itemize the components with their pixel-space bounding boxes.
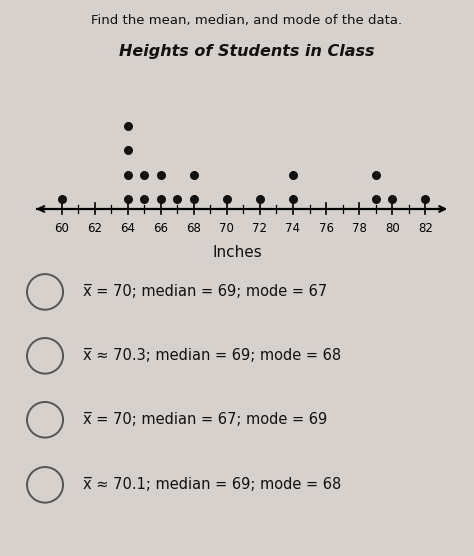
Text: 66: 66 xyxy=(153,222,168,235)
Text: 68: 68 xyxy=(186,222,201,235)
Text: x̅ ≈ 70.1; median = 69; mode = 68: x̅ ≈ 70.1; median = 69; mode = 68 xyxy=(83,478,341,492)
Text: Find the mean, median, and mode of the data.: Find the mean, median, and mode of the d… xyxy=(91,14,402,27)
Text: 78: 78 xyxy=(352,222,366,235)
Text: x̅ ≈ 70.3; median = 69; mode = 68: x̅ ≈ 70.3; median = 69; mode = 68 xyxy=(83,349,341,363)
Text: 76: 76 xyxy=(319,222,334,235)
Text: 80: 80 xyxy=(385,222,400,235)
Text: 62: 62 xyxy=(87,222,102,235)
Text: 74: 74 xyxy=(285,222,301,235)
Text: x̅ = 70; median = 69; mode = 67: x̅ = 70; median = 69; mode = 67 xyxy=(83,285,327,299)
Text: 72: 72 xyxy=(253,222,267,235)
Text: 60: 60 xyxy=(54,222,69,235)
Text: 82: 82 xyxy=(418,222,433,235)
Text: Inches: Inches xyxy=(212,245,262,260)
Text: Heights of Students in Class: Heights of Students in Class xyxy=(118,44,374,59)
Text: 70: 70 xyxy=(219,222,234,235)
Text: 64: 64 xyxy=(120,222,135,235)
Text: x̅ = 70; median = 67; mode = 69: x̅ = 70; median = 67; mode = 69 xyxy=(83,413,327,427)
